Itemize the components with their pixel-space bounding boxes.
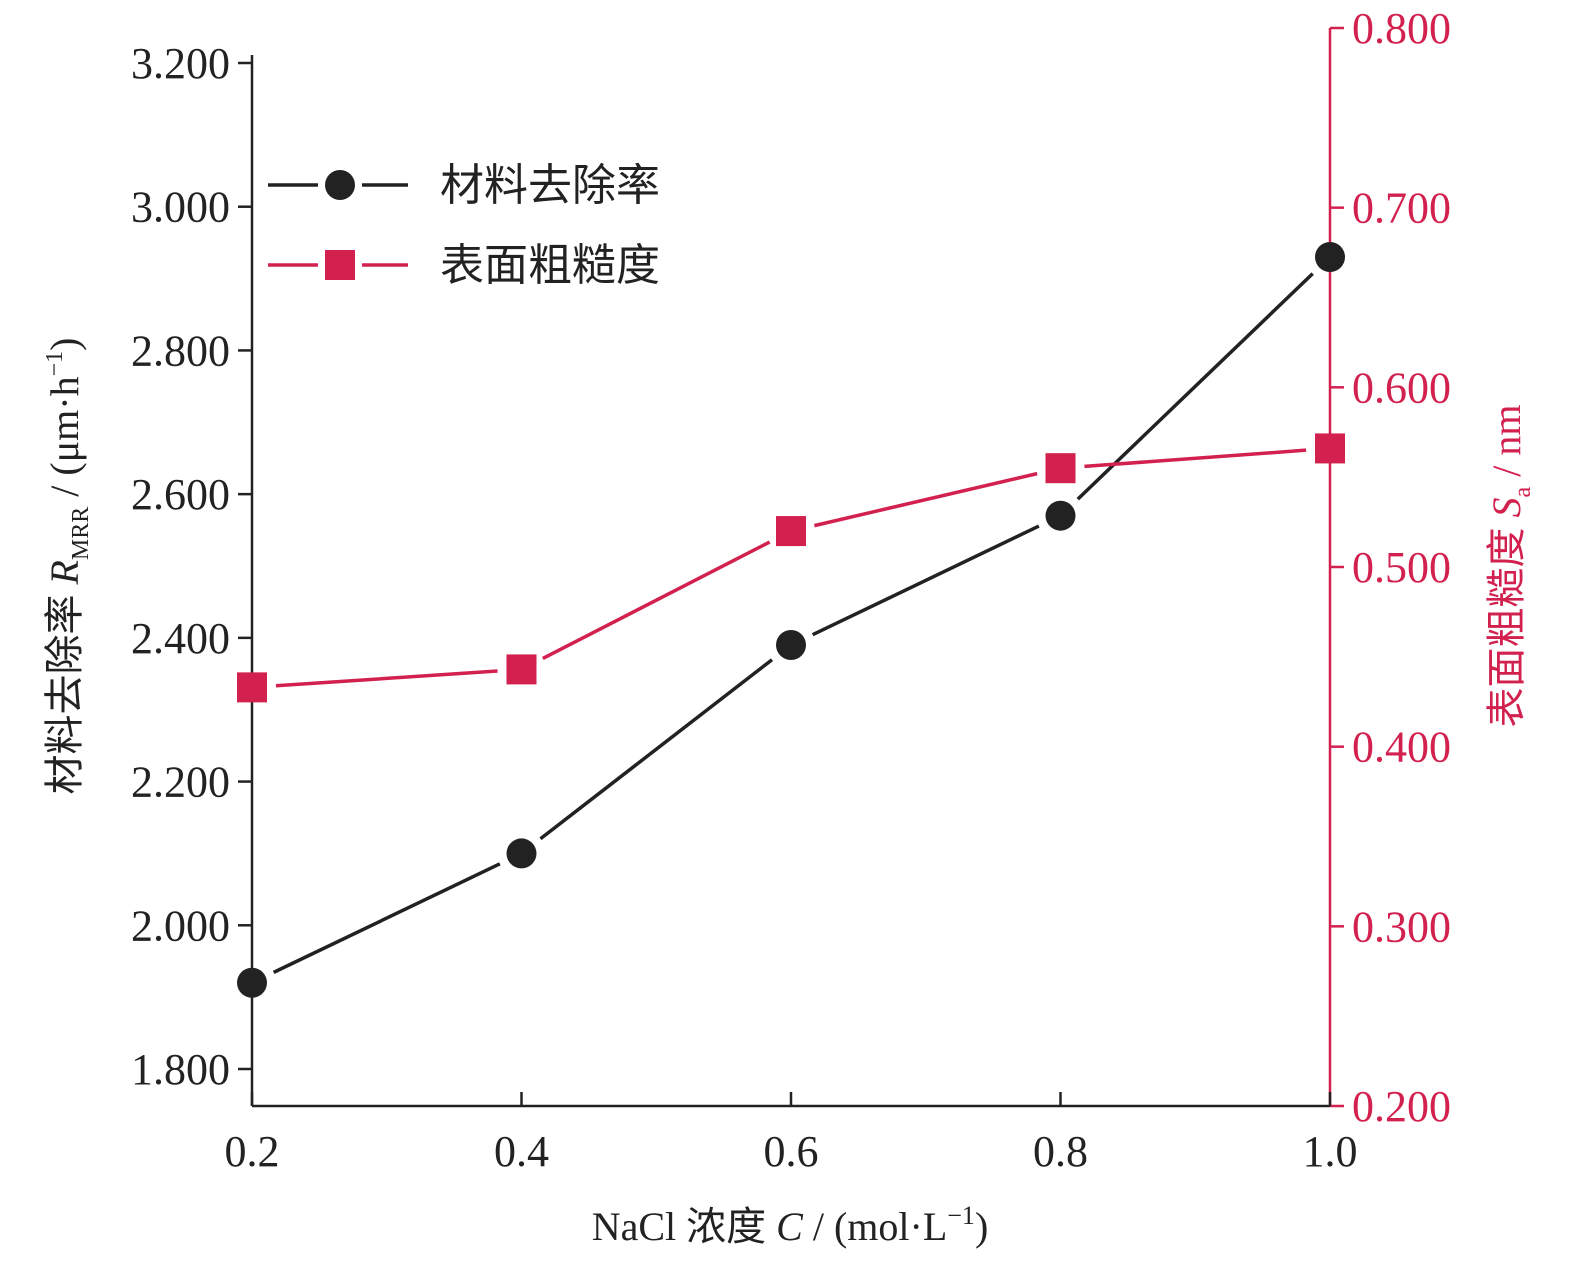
data-point (1045, 500, 1076, 531)
x-tick-label: 0.2 (225, 1127, 280, 1176)
data-point (776, 516, 806, 547)
legend-label: 材料去除率 (440, 161, 660, 210)
x-tick-label: 1.0 (1303, 1127, 1358, 1176)
legend-item: 材料去除率 (268, 161, 660, 210)
series-layer (237, 242, 1345, 998)
left-y-tick-label: 1.800 (131, 1045, 230, 1094)
legend-label: 表面粗糙度 (440, 241, 660, 290)
data-point (1045, 453, 1076, 484)
series-line-segment (1084, 448, 1307, 469)
x-tick-label: 0.4 (494, 1127, 549, 1176)
data-point (237, 672, 267, 703)
left-y-tick-label: 2.200 (131, 758, 230, 807)
series-line-segment (272, 862, 501, 974)
ticks: 1.800 2.000 2.200 2.400 2.600 2.800 3.000 3.200… (131, 4, 1451, 1176)
series-2 (237, 433, 1345, 703)
legend-item: 表面粗糙度 (268, 241, 660, 290)
left-y-tick-label: 2.600 (131, 470, 230, 519)
data-point (237, 967, 267, 998)
right-y-tick-label: 0.700 (1352, 184, 1451, 233)
series-1 (237, 242, 1345, 998)
right-y-tick-label: 0.500 (1352, 543, 1451, 592)
left-y-tick-label: 3.000 (131, 183, 230, 232)
series-line-segment (813, 471, 1038, 528)
data-point (1315, 433, 1345, 464)
x-axis-title: NaCl 浓度 C / (mol·L−1) (592, 1201, 989, 1249)
right-y-tick-label: 0.800 (1352, 4, 1451, 53)
right-y-tick-label: 0.200 (1352, 1082, 1451, 1131)
left-y-tick-label: 2.800 (131, 326, 230, 375)
series-line-segment (539, 658, 774, 841)
right-y-axis-title: 表面粗糙度 Sa / nm (1484, 405, 1536, 728)
legend-marker (325, 250, 355, 280)
series-line-segment (1076, 272, 1314, 501)
left-y-tick-label: 2.000 (131, 901, 230, 950)
left-y-axis-title: 材料去除率 RMRR / (μm·h−1) (42, 338, 94, 795)
right-y-tick-label: 0.400 (1352, 723, 1451, 772)
data-point (506, 654, 537, 685)
legend-marker (325, 170, 355, 200)
right-y-tick-label: 0.300 (1352, 902, 1451, 951)
data-point (776, 630, 806, 661)
series-line-segment (542, 540, 771, 661)
data-point (1315, 242, 1345, 273)
right-y-tick-label: 0.600 (1352, 363, 1451, 412)
data-point (506, 838, 537, 869)
series-line-segment (275, 669, 498, 688)
series-line-segment (811, 524, 1040, 637)
left-y-tick-label: 3.200 (131, 39, 230, 88)
left-y-tick-label: 2.400 (131, 614, 230, 663)
axes (250, 28, 1332, 1108)
x-tick-label: 0.8 (1033, 1127, 1088, 1176)
x-tick-label: 0.6 (764, 1127, 819, 1176)
